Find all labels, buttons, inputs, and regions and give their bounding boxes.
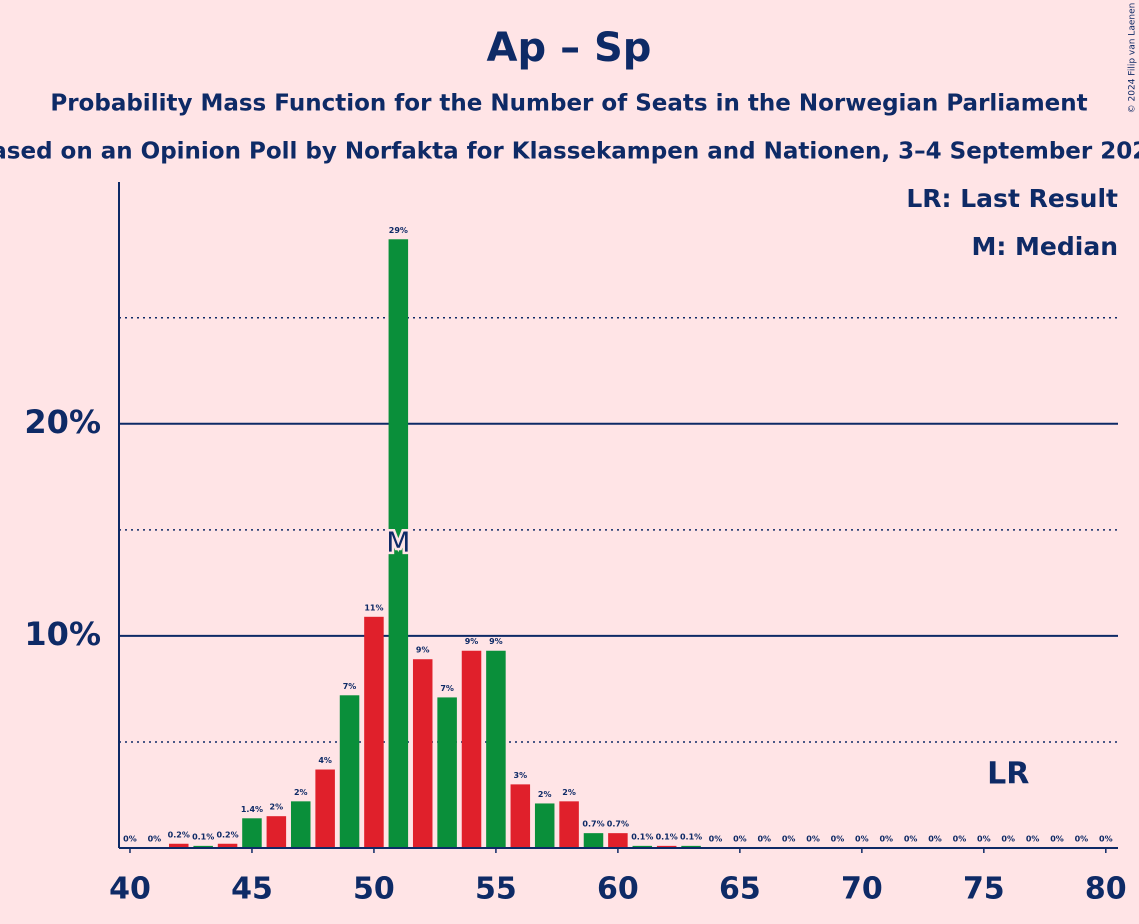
value-label: 2%: [270, 803, 284, 812]
value-label: 0%: [1026, 835, 1040, 844]
value-label: 4%: [318, 756, 332, 765]
value-label: 0.7%: [582, 820, 604, 829]
bar: [510, 784, 531, 848]
bar: [217, 843, 238, 848]
value-label: 0%: [1099, 835, 1113, 844]
value-label: 7%: [343, 682, 357, 691]
bar: [266, 816, 287, 848]
value-label: 9%: [489, 637, 503, 646]
y-tick-label: 20%: [24, 403, 101, 441]
bar: [193, 845, 213, 848]
value-label: 0.1%: [680, 832, 702, 841]
bar: [412, 659, 433, 848]
value-label: 0%: [782, 835, 796, 844]
value-label: 0.1%: [631, 832, 653, 841]
value-label: 0%: [879, 835, 893, 844]
legend-entry: M: Median: [971, 232, 1118, 261]
value-label: 1.4%: [241, 805, 263, 814]
x-tick-label: 55: [475, 872, 517, 907]
chart-title: Ap – Sp: [487, 25, 652, 71]
bar: [364, 616, 384, 848]
value-label: 0%: [831, 835, 845, 844]
bar: [461, 650, 482, 848]
x-tick-label: 40: [109, 872, 151, 907]
value-label: 2%: [538, 790, 552, 799]
value-label: 29%: [389, 226, 408, 235]
bar: [559, 801, 579, 848]
value-label: 9%: [465, 637, 479, 646]
value-label: 0%: [928, 835, 942, 844]
median-marker: M: [386, 526, 410, 559]
value-label: 0%: [977, 835, 991, 844]
x-tick-label: 45: [231, 872, 273, 907]
bar: [242, 818, 262, 848]
bar: [656, 845, 677, 848]
value-label: 0%: [123, 835, 137, 844]
value-label: 0.1%: [192, 832, 214, 841]
legend-entry: LR: Last Result: [906, 184, 1118, 213]
value-label: 0%: [953, 835, 967, 844]
bar: [315, 769, 335, 848]
bar: [486, 650, 506, 848]
x-tick-label: 75: [963, 872, 1005, 907]
bar: [169, 843, 189, 848]
x-tick-label: 70: [841, 872, 883, 907]
value-label: 0%: [733, 835, 747, 844]
value-label: 0%: [904, 835, 918, 844]
bar: [681, 845, 701, 848]
value-label: 7%: [440, 684, 454, 693]
bar: [290, 801, 311, 848]
value-label: 0%: [1050, 835, 1064, 844]
bar: [583, 833, 604, 848]
value-label: 11%: [364, 603, 383, 612]
value-label: 2%: [562, 788, 576, 797]
y-tick-label: 10%: [24, 615, 101, 653]
value-label: 0%: [709, 835, 723, 844]
x-tick-label: 65: [719, 872, 761, 907]
x-tick-label: 60: [597, 872, 639, 907]
chart-subtitle: Probability Mass Function for the Number…: [50, 91, 1087, 117]
x-tick-label: 50: [353, 872, 395, 907]
last-result-marker: LR: [987, 757, 1029, 792]
value-label: 0%: [757, 835, 771, 844]
bar: [608, 833, 628, 848]
value-label: 0.2%: [216, 830, 238, 839]
chart-subtitle: Based on an Opinion Poll by Norfakta for…: [0, 139, 1139, 165]
value-label: 9%: [416, 646, 430, 655]
value-label: 0%: [1075, 835, 1089, 844]
value-label: 0.1%: [656, 832, 678, 841]
bar: [534, 803, 555, 848]
bar: [437, 697, 457, 848]
value-label: 0%: [855, 835, 869, 844]
value-label: 0%: [148, 835, 162, 844]
value-label: 2%: [294, 788, 308, 797]
value-label: 0.2%: [168, 830, 190, 839]
x-tick-label: 80: [1085, 872, 1127, 907]
value-label: 3%: [514, 771, 528, 780]
bar: [632, 845, 653, 848]
value-label: 0%: [1001, 835, 1015, 844]
bar: [388, 239, 409, 848]
value-label: 0.7%: [607, 820, 629, 829]
bar: [339, 695, 360, 848]
value-label: 0%: [806, 835, 820, 844]
copyright: © 2024 Filip van Laenen: [1128, 3, 1138, 114]
